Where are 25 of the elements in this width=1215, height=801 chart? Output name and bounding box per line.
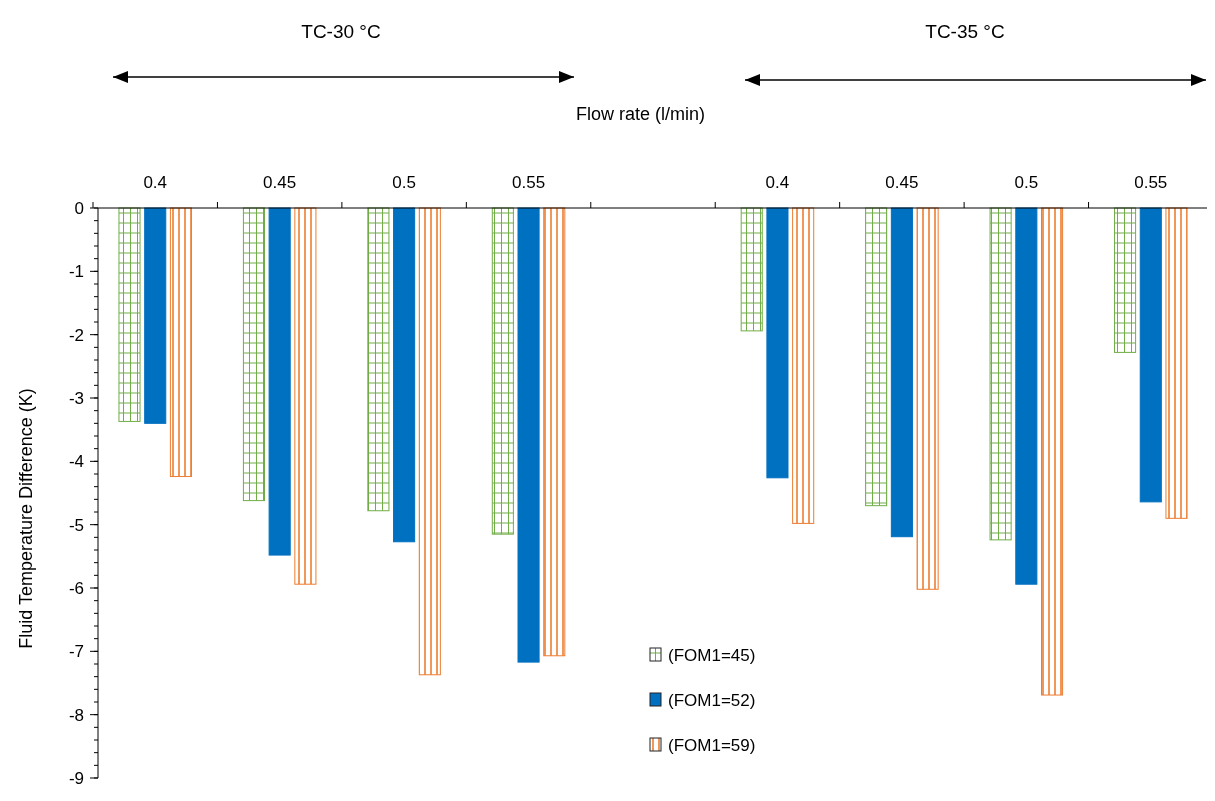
legend-label: (FOM1=52) [668, 691, 756, 710]
y-tick-label: -5 [68, 515, 84, 535]
x-tick-label: 0.4 [765, 173, 790, 192]
legend-label: (FOM1=45) [668, 646, 756, 665]
x-tick-label: 0.55 [1134, 173, 1168, 192]
y-tick-label: 0 [74, 199, 84, 218]
y-tick-label: -4 [68, 452, 84, 472]
y-tick-label: -8 [68, 705, 84, 725]
x-tick-label: 0.5 [1014, 173, 1039, 192]
y-tick-label: -2 [68, 325, 84, 345]
y-tick-label: -7 [68, 642, 84, 662]
text: TC-30 °C [301, 21, 381, 42]
x-tick-label: 0.5 [392, 173, 416, 192]
x-tick-label: 0.4 [143, 173, 168, 192]
legend-label: (FOM1=59) [668, 736, 756, 755]
y-tick-label: -6 [68, 579, 84, 598]
x-tick-label: 0.45 [263, 173, 297, 192]
x-axis-title: Flow rate (l/min) [575, 104, 706, 124]
x-tick-label: 0.45 [885, 173, 919, 192]
x-tick-label: 0.55 [512, 173, 546, 192]
y-tick-label: -3 [68, 389, 84, 408]
y-tick-label: -9 [68, 769, 84, 788]
text: TC-35 °C [925, 21, 1005, 42]
y-tick-label: -1 [68, 262, 84, 282]
y-axis-title: Fluid Temperature Difference (K) [16, 388, 36, 649]
